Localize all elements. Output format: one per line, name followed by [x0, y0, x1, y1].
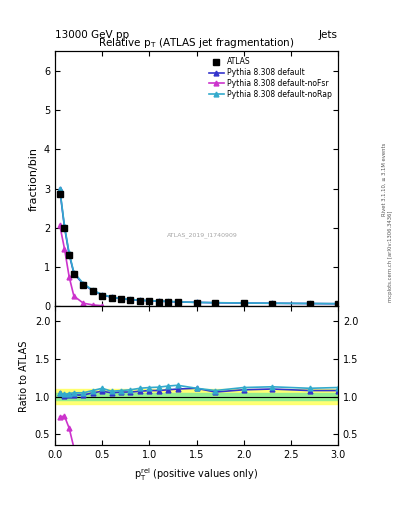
Pythia 8.308 default-noFsr [100, 303, 105, 309]
ATLAS [175, 300, 180, 306]
Pythia 8.308 default-noRap [67, 250, 72, 257]
Pythia 8.308 default-noRap [166, 298, 171, 305]
Pythia 8.308 default [90, 288, 95, 294]
Line: Pythia 8.308 default-noFsr: Pythia 8.308 default-noFsr [57, 223, 105, 308]
Pythia 8.308 default-noRap [81, 281, 86, 287]
Pythia 8.308 default-noRap [147, 297, 152, 304]
Pythia 8.308 default-noFsr [72, 293, 76, 299]
Pythia 8.308 default-noRap [213, 300, 218, 306]
ATLAS [270, 301, 274, 307]
Pythia 8.308 default-noRap [128, 296, 133, 303]
ATLAS [307, 301, 312, 307]
ATLAS [90, 288, 95, 294]
ATLAS [67, 252, 72, 259]
Pythia 8.308 default-noFsr [62, 246, 67, 252]
Pythia 8.308 default [147, 298, 152, 304]
Pythia 8.308 default [109, 294, 114, 301]
Pythia 8.308 default-noRap [57, 185, 62, 191]
Pythia 8.308 default-noRap [307, 301, 312, 307]
Pythia 8.308 default-noRap [156, 298, 161, 304]
Y-axis label: Ratio to ATLAS: Ratio to ATLAS [19, 340, 29, 412]
ATLAS [57, 191, 62, 198]
ATLAS [166, 299, 171, 305]
ATLAS [72, 271, 76, 277]
Pythia 8.308 default-noRap [90, 287, 95, 293]
Pythia 8.308 default [72, 270, 76, 276]
Pythia 8.308 default [119, 296, 123, 302]
ATLAS [156, 298, 161, 305]
ATLAS [336, 301, 340, 307]
Pythia 8.308 default [138, 297, 142, 304]
Pythia 8.308 default-noFsr [57, 222, 62, 228]
Text: Jets: Jets [319, 30, 338, 40]
Pythia 8.308 default [128, 296, 133, 303]
Pythia 8.308 default-noRap [336, 301, 340, 307]
Legend: ATLAS, Pythia 8.308 default, Pythia 8.308 default-noFsr, Pythia 8.308 default-no: ATLAS, Pythia 8.308 default, Pythia 8.30… [206, 55, 334, 101]
Text: 13000 GeV pp: 13000 GeV pp [55, 30, 129, 40]
Pythia 8.308 default-noRap [100, 291, 105, 297]
Line: ATLAS: ATLAS [57, 191, 341, 307]
Pythia 8.308 default [213, 300, 218, 306]
Pythia 8.308 default-noRap [270, 300, 274, 306]
Text: mcplots.cern.ch [arXiv:1306.3436]: mcplots.cern.ch [arXiv:1306.3436] [388, 210, 393, 302]
Pythia 8.308 default-noRap [241, 300, 246, 306]
ATLAS [147, 298, 152, 304]
Text: ATLAS_2019_I1740909: ATLAS_2019_I1740909 [167, 232, 238, 238]
ATLAS [81, 282, 86, 288]
ATLAS [194, 300, 199, 306]
ATLAS [119, 296, 123, 302]
Pythia 8.308 default [100, 292, 105, 298]
Pythia 8.308 default-noRap [175, 298, 180, 305]
Pythia 8.308 default [307, 301, 312, 307]
Text: Rivet 3.1.10, ≥ 3.1M events: Rivet 3.1.10, ≥ 3.1M events [382, 142, 387, 216]
Pythia 8.308 default [175, 299, 180, 305]
Pythia 8.308 default-noFsr [81, 300, 86, 306]
Pythia 8.308 default [241, 300, 246, 306]
Pythia 8.308 default-noRap [72, 269, 76, 275]
X-axis label: $p_{\mathrm{T}}^{\mathrm{rel}}$ (positive values only): $p_{\mathrm{T}}^{\mathrm{rel}}$ (positiv… [134, 466, 259, 483]
Pythia 8.308 default [194, 300, 199, 306]
Pythia 8.308 default-noRap [138, 297, 142, 303]
Pythia 8.308 default-noFsr [67, 274, 72, 280]
ATLAS [100, 293, 105, 299]
Pythia 8.308 default [336, 301, 340, 307]
ATLAS [62, 225, 67, 231]
ATLAS [138, 298, 142, 304]
Pythia 8.308 default-noRap [109, 294, 114, 300]
Title: Relative $p_{T}$ (ATLAS jet fragmentation): Relative $p_{T}$ (ATLAS jet fragmentatio… [98, 36, 295, 50]
ATLAS [241, 300, 246, 306]
Pythia 8.308 default [270, 300, 274, 306]
ATLAS [128, 297, 133, 303]
Pythia 8.308 default [166, 298, 171, 305]
Pythia 8.308 default-noFsr [90, 302, 95, 308]
Pythia 8.308 default [67, 251, 72, 258]
Bar [55, 393, 338, 400]
Bar [55, 389, 338, 404]
ATLAS [109, 294, 114, 301]
Pythia 8.308 default [81, 281, 86, 287]
Pythia 8.308 default-noRap [119, 295, 123, 302]
Pythia 8.308 default [57, 186, 62, 193]
Y-axis label: fraction/bin: fraction/bin [28, 147, 39, 211]
Pythia 8.308 default [62, 224, 67, 230]
Line: Pythia 8.308 default-noRap: Pythia 8.308 default-noRap [57, 186, 340, 306]
Pythia 8.308 default-noRap [194, 300, 199, 306]
Pythia 8.308 default-noRap [62, 223, 67, 229]
Pythia 8.308 default [156, 298, 161, 304]
Line: Pythia 8.308 default: Pythia 8.308 default [57, 187, 340, 306]
ATLAS [213, 300, 218, 306]
